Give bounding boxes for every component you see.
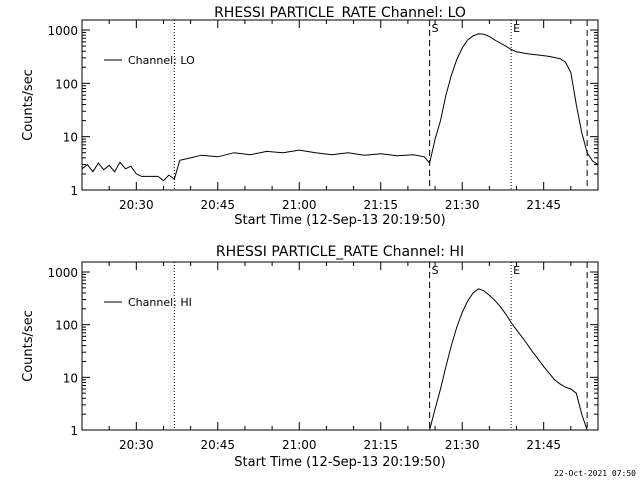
chart-panel-hi: RHESSI PARTICLE_RATE Channel: HI 1 10 100 10…	[21, 244, 599, 470]
chart-panel-lo: RHESSI PARTICLE_RATE Channel: LO 1 10 100 10…	[21, 5, 599, 228]
time-marker-label: E	[513, 264, 520, 277]
y-axis-label: Counts/sec	[21, 310, 36, 382]
y-tick-label: 1	[70, 424, 78, 438]
plot-frame	[81, 19, 599, 191]
legend-label: Channel: LO	[128, 54, 195, 67]
x-tick-label: 20:45	[200, 198, 235, 212]
legend-label: Channel: HI	[128, 296, 192, 309]
y-tick-label: 10	[63, 371, 78, 385]
y-tick-label: 1000	[47, 24, 78, 38]
y-tick-label: 10	[63, 131, 78, 145]
time-marker-label: S	[432, 22, 439, 35]
x-tick-label: 21:15	[363, 198, 398, 212]
plot-frame	[81, 261, 599, 431]
y-tick-label: 100	[55, 77, 78, 91]
series-line	[429, 288, 588, 431]
x-tick-label: 21:30	[445, 438, 480, 452]
x-tick-label: 21:45	[526, 198, 561, 212]
chart-title: RHESSI PARTICLE_RATE Channel: HI	[216, 244, 464, 260]
time-marker-label: S	[432, 264, 439, 277]
x-tick-label: 20:45	[200, 438, 235, 452]
x-tick-label: 20:30	[119, 438, 154, 452]
chart-title: RHESSI PARTICLE_RATE Channel: LO	[214, 5, 466, 21]
x-axis-label: Start Time (12-Sep-13 20:19:50)	[234, 213, 445, 228]
x-tick-label: 21:00	[282, 198, 317, 212]
x-tick-label: 21:30	[445, 198, 480, 212]
y-tick-label: 1000	[47, 266, 78, 280]
x-tick-label: 21:15	[363, 438, 398, 452]
x-tick-label: 20:30	[119, 198, 154, 212]
x-tick-label: 21:45	[526, 438, 561, 452]
y-axis-label: Counts/sec	[21, 69, 36, 141]
footer-timestamp: 22-Oct-2021 07:50	[554, 469, 636, 478]
y-tick-label: 100	[55, 319, 78, 333]
x-axis-label: Start Time (12-Sep-13 20:19:50)	[234, 455, 445, 470]
series-line	[81, 33, 599, 182]
x-tick-label: 21:00	[282, 438, 317, 452]
time-marker-label: E	[513, 22, 520, 35]
y-tick-label: 1	[70, 184, 78, 198]
